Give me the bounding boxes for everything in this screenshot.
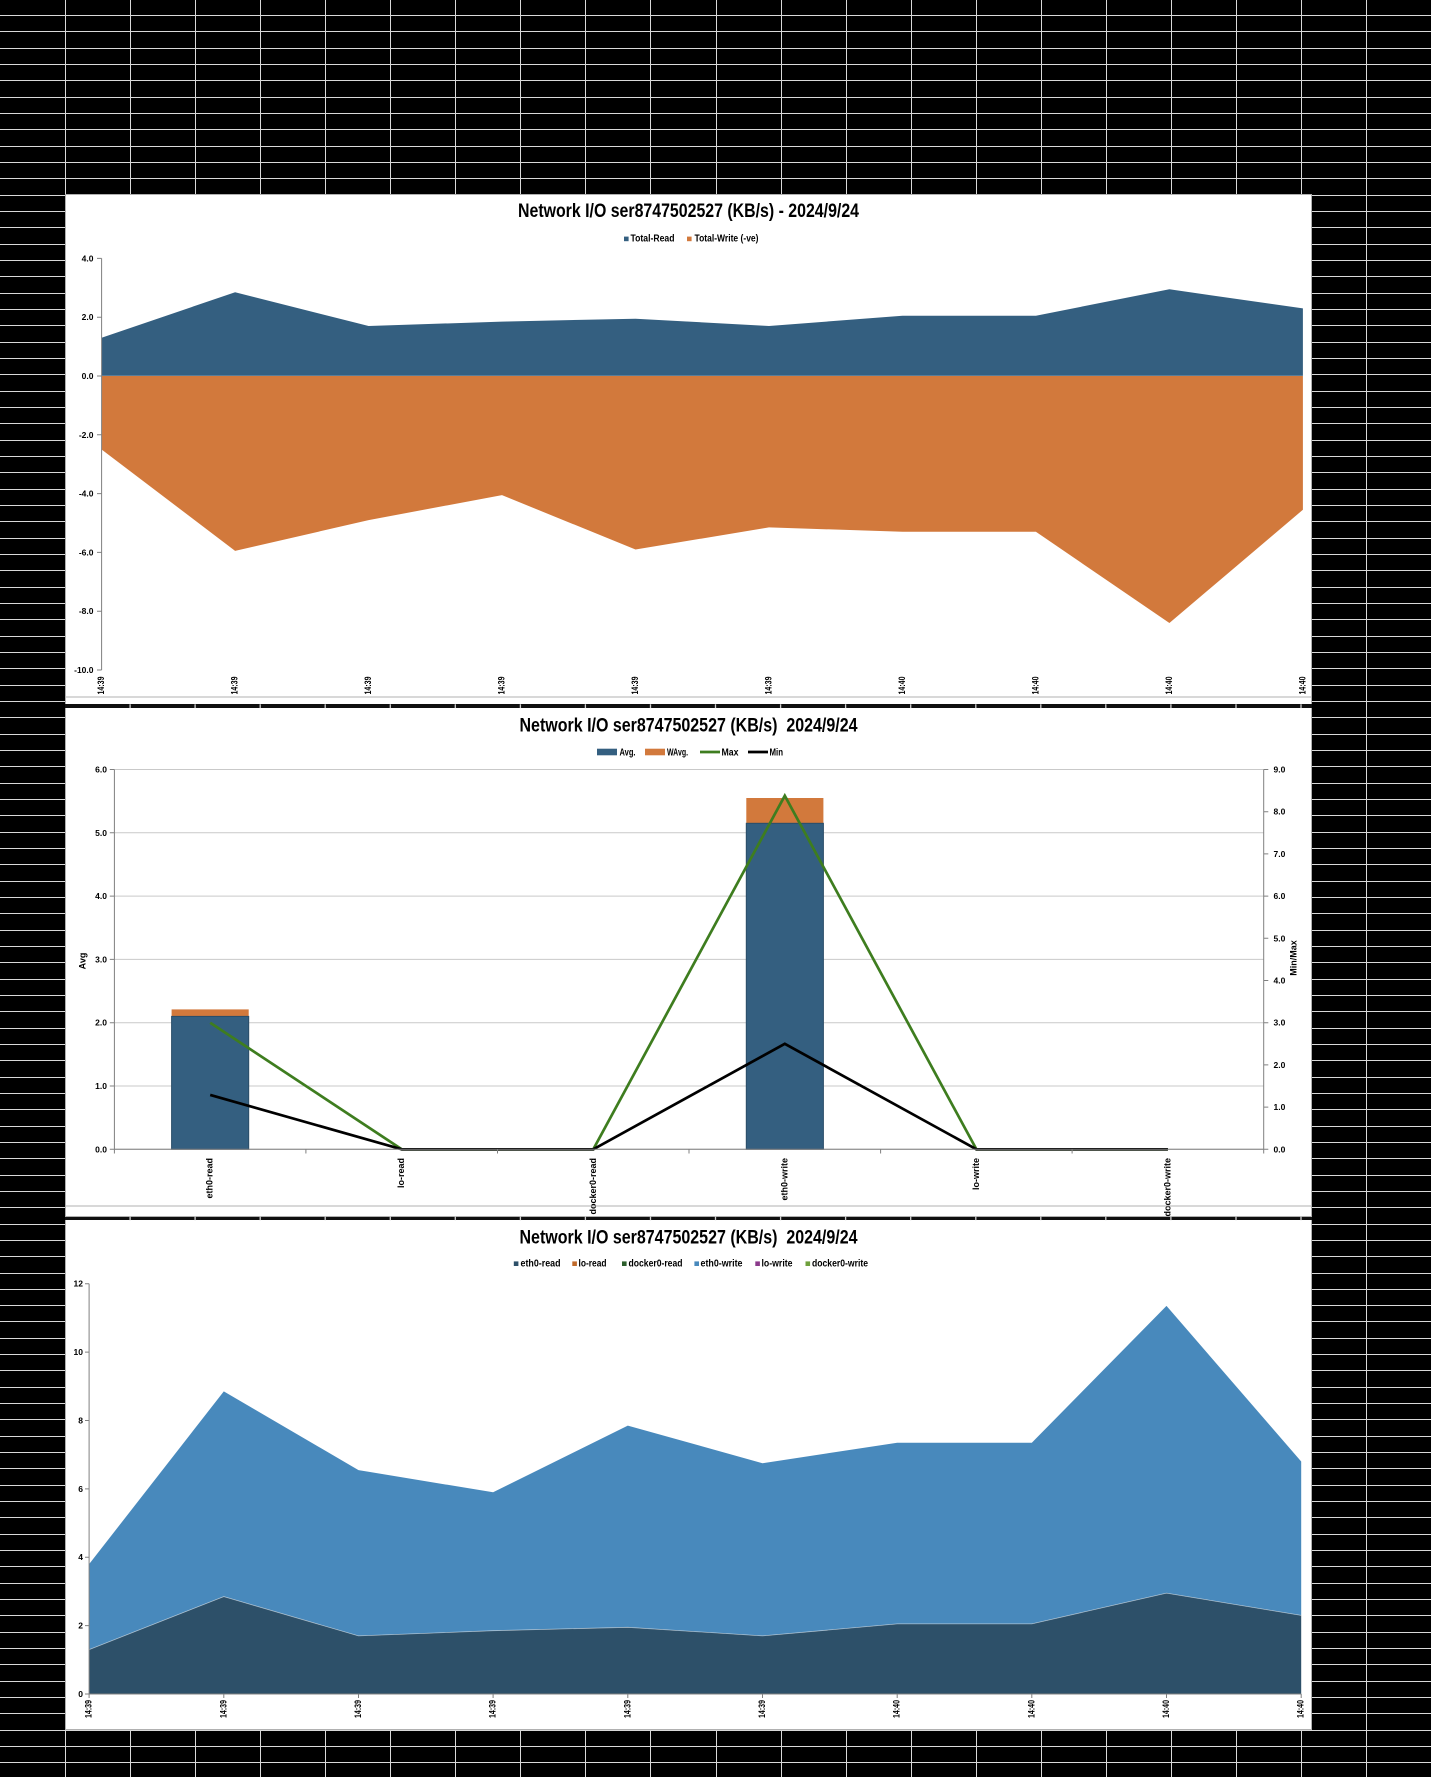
svg-text:2.0: 2.0: [1274, 1060, 1286, 1070]
svg-text:14:39: 14:39: [622, 1700, 632, 1718]
svg-text:4.0: 4.0: [1274, 976, 1286, 986]
svg-text:Min: Min: [770, 747, 784, 758]
svg-text:5.0: 5.0: [1274, 933, 1286, 943]
svg-text:6.0: 6.0: [1274, 891, 1286, 901]
svg-text:docker0-read: docker0-read: [629, 1258, 683, 1269]
svg-text:7.0: 7.0: [1274, 849, 1286, 859]
svg-text:Network I/O ser8747502527 (KB/: Network I/O ser8747502527 (KB/s) 2024/9/…: [520, 716, 858, 737]
svg-text:14:39: 14:39: [757, 1700, 767, 1718]
svg-text:6: 6: [78, 1484, 83, 1494]
svg-text:3.0: 3.0: [95, 954, 107, 964]
svg-text:lo-write: lo-write: [762, 1258, 793, 1269]
svg-text:14:40: 14:40: [1164, 676, 1174, 694]
svg-text:14:40: 14:40: [897, 676, 907, 694]
svg-text:6.0: 6.0: [95, 765, 107, 775]
svg-text:Total-Read: Total-Read: [631, 233, 675, 244]
svg-text:12: 12: [74, 1279, 84, 1289]
svg-text:Total-Write (-ve): Total-Write (-ve): [695, 233, 759, 244]
svg-text:-2.0: -2.0: [79, 429, 94, 439]
svg-text:14:40: 14:40: [1161, 1700, 1171, 1718]
svg-text:9.0: 9.0: [1274, 765, 1286, 775]
svg-text:lo-read: lo-read: [396, 1158, 406, 1188]
svg-text:Avg.: Avg.: [620, 747, 636, 758]
svg-text:lo-read: lo-read: [579, 1258, 607, 1269]
svg-text:8.0: 8.0: [1274, 807, 1286, 817]
svg-text:14:39: 14:39: [230, 676, 240, 694]
svg-text:4.0: 4.0: [82, 253, 94, 263]
svg-text:eth0-write: eth0-write: [701, 1258, 743, 1269]
svg-text:14:39: 14:39: [353, 1700, 363, 1718]
svg-text:14:39: 14:39: [764, 676, 774, 694]
svg-text:lo-write: lo-write: [971, 1158, 981, 1190]
svg-text:14:40: 14:40: [1296, 1700, 1306, 1718]
svg-text:eth0-read: eth0-read: [521, 1258, 561, 1269]
svg-text:14:40: 14:40: [892, 1700, 902, 1718]
svg-text:docker0-write: docker0-write: [1162, 1158, 1172, 1217]
svg-text:2.0: 2.0: [82, 312, 94, 322]
svg-text:14:39: 14:39: [96, 676, 106, 694]
svg-text:Avg: Avg: [78, 953, 88, 970]
svg-text:14:39: 14:39: [363, 676, 373, 694]
svg-text:WAvg.: WAvg.: [667, 747, 688, 758]
svg-text:-10.0: -10.0: [74, 665, 94, 675]
svg-text:4.0: 4.0: [95, 891, 107, 901]
svg-text:0.0: 0.0: [95, 1144, 107, 1154]
svg-text:eth0-read: eth0-read: [205, 1158, 215, 1199]
svg-text:Max: Max: [722, 747, 739, 758]
svg-text:14:40: 14:40: [1026, 1700, 1036, 1718]
svg-text:14:40: 14:40: [1030, 676, 1040, 694]
svg-text:14:39: 14:39: [630, 676, 640, 694]
svg-text:Network I/O ser8747502527 (KB/: Network I/O ser8747502527 (KB/s) 2024/9/…: [520, 1228, 858, 1249]
svg-text:14:39: 14:39: [497, 676, 507, 694]
svg-text:Min/Max: Min/Max: [1289, 940, 1299, 976]
svg-text:8: 8: [78, 1416, 83, 1426]
svg-text:-6.0: -6.0: [79, 547, 94, 557]
svg-text:14:39: 14:39: [488, 1700, 498, 1718]
svg-text:14:39: 14:39: [84, 1700, 94, 1718]
svg-text:1.0: 1.0: [95, 1081, 107, 1091]
svg-text:4: 4: [78, 1552, 83, 1562]
svg-text:eth0-write: eth0-write: [779, 1158, 789, 1201]
svg-text:0.0: 0.0: [1274, 1144, 1286, 1154]
svg-text:Network I/O ser8747502527 (KB/: Network I/O ser8747502527 (KB/s) - 2024/…: [518, 201, 859, 222]
svg-text:0: 0: [78, 1689, 83, 1699]
svg-text:2: 2: [78, 1621, 83, 1631]
svg-text:5.0: 5.0: [95, 828, 107, 838]
svg-text:14:39: 14:39: [218, 1700, 228, 1718]
svg-text:-8.0: -8.0: [79, 606, 94, 616]
svg-text:-4.0: -4.0: [79, 488, 94, 498]
svg-text:1.0: 1.0: [1274, 1102, 1286, 1112]
svg-text:docker0-write: docker0-write: [812, 1258, 868, 1269]
svg-text:2.0: 2.0: [95, 1018, 107, 1028]
svg-text:10: 10: [74, 1347, 84, 1357]
svg-text:0.0: 0.0: [82, 371, 94, 381]
svg-text:3.0: 3.0: [1274, 1018, 1286, 1028]
svg-text:14:40: 14:40: [1297, 676, 1307, 694]
